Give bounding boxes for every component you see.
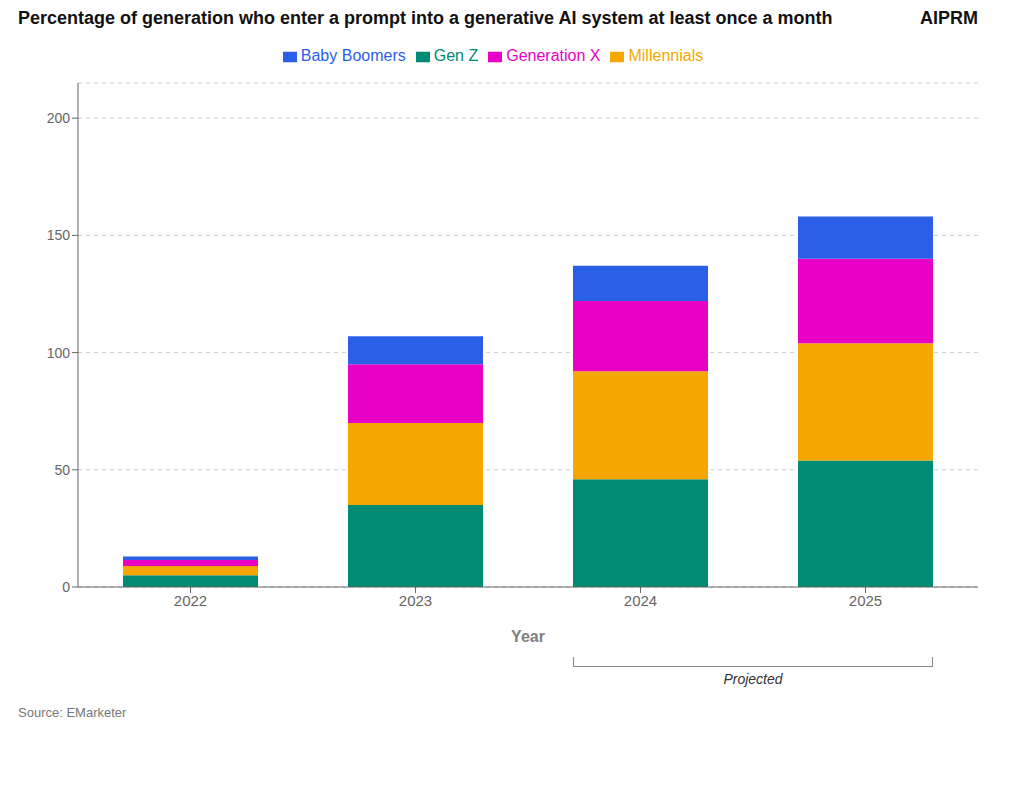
html-text:Projected: Projected — [723, 671, 783, 687]
svg-text:150: 150 — [47, 227, 71, 243]
html-text:AIPRM: AIPRM — [920, 8, 978, 28]
svg-text:50: 50 — [54, 462, 70, 478]
svg-text:Year: Year — [511, 628, 545, 645]
html-text:Gen Z: Gen Z — [433, 47, 479, 64]
html-text:Percentage of generation who e: Percentage of generation who enter a pro… — [18, 8, 833, 28]
svg-text:2022: 2022 — [174, 592, 207, 609]
svg-text:2025: 2025 — [849, 592, 882, 609]
svg-text:100: 100 — [47, 345, 71, 361]
svg-text:0: 0 — [62, 579, 70, 595]
html-text:Source: EMarketer: Source: EMarketer — [18, 705, 127, 720]
html-text:Generation X: Generation X — [506, 47, 601, 64]
svg-text:200: 200 — [47, 110, 71, 126]
html-text:Baby Boomers: Baby Boomers — [300, 47, 406, 64]
html-text:Millennials: Millennials — [628, 47, 704, 64]
svg-text:2023: 2023 — [399, 592, 432, 609]
svg-text:2024: 2024 — [624, 592, 657, 609]
